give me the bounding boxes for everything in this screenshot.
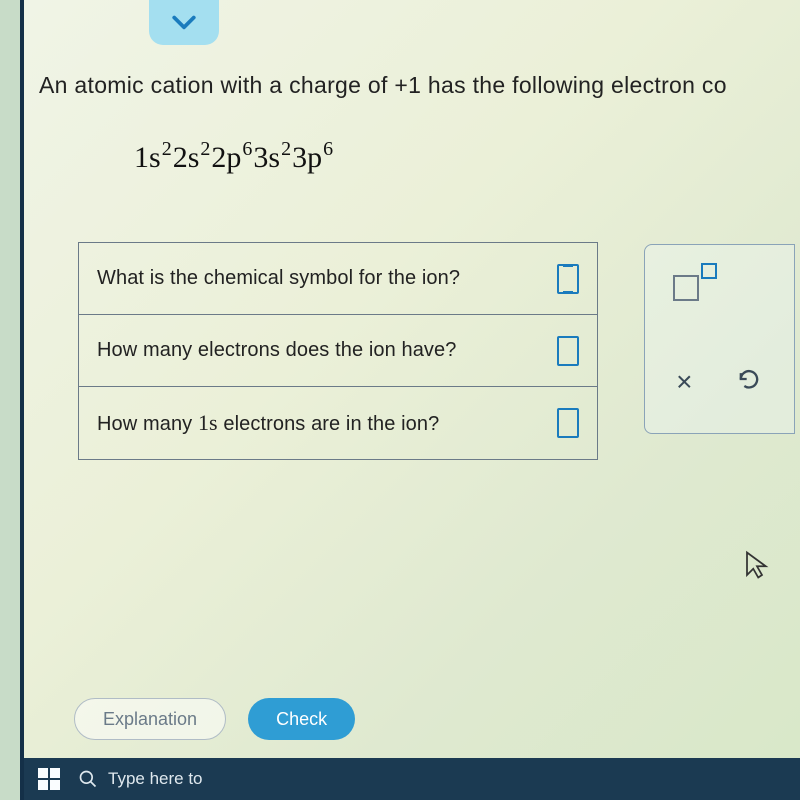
taskbar: Type here to <box>24 758 800 800</box>
search-hint: Type here to <box>108 769 203 789</box>
base-box-icon <box>673 275 699 301</box>
check-button[interactable]: Check <box>248 698 355 740</box>
chevron-down-icon <box>171 14 197 32</box>
tool-panel: × <box>644 244 795 434</box>
bottom-buttons: Explanation Check <box>74 698 355 740</box>
questions-table: What is the chemical symbol for the ion?… <box>78 242 598 460</box>
windows-start-icon[interactable] <box>38 768 60 790</box>
explanation-button[interactable]: Explanation <box>74 698 226 740</box>
superscript-tool[interactable] <box>673 263 723 301</box>
question-text: An atomic cation with a charge of +1 has… <box>39 72 800 99</box>
undo-button[interactable] <box>735 365 763 398</box>
table-row: How many 1s electrons are in the ion? <box>79 387 597 459</box>
answer-input-1[interactable] <box>557 264 579 294</box>
undo-icon <box>735 365 763 393</box>
cursor-icon <box>744 550 770 585</box>
search-icon <box>78 769 98 789</box>
electron-configuration: 1s22s22p63s23p6 <box>134 138 334 175</box>
clear-button[interactable]: × <box>676 366 692 398</box>
dropdown-tab[interactable] <box>149 0 219 45</box>
superscript-box-icon <box>701 263 717 279</box>
table-row: How many electrons does the ion have? <box>79 315 597 387</box>
answer-input-3[interactable] <box>557 408 579 438</box>
question-3-label: How many 1s electrons are in the ion? <box>97 410 557 436</box>
question-2-label: How many electrons does the ion have? <box>97 339 557 362</box>
app-frame: An atomic cation with a charge of +1 has… <box>20 0 800 800</box>
question-1-label: What is the chemical symbol for the ion? <box>97 267 557 290</box>
table-row: What is the chemical symbol for the ion? <box>79 243 597 315</box>
taskbar-search[interactable]: Type here to <box>78 769 203 789</box>
answer-input-2[interactable] <box>557 336 579 366</box>
